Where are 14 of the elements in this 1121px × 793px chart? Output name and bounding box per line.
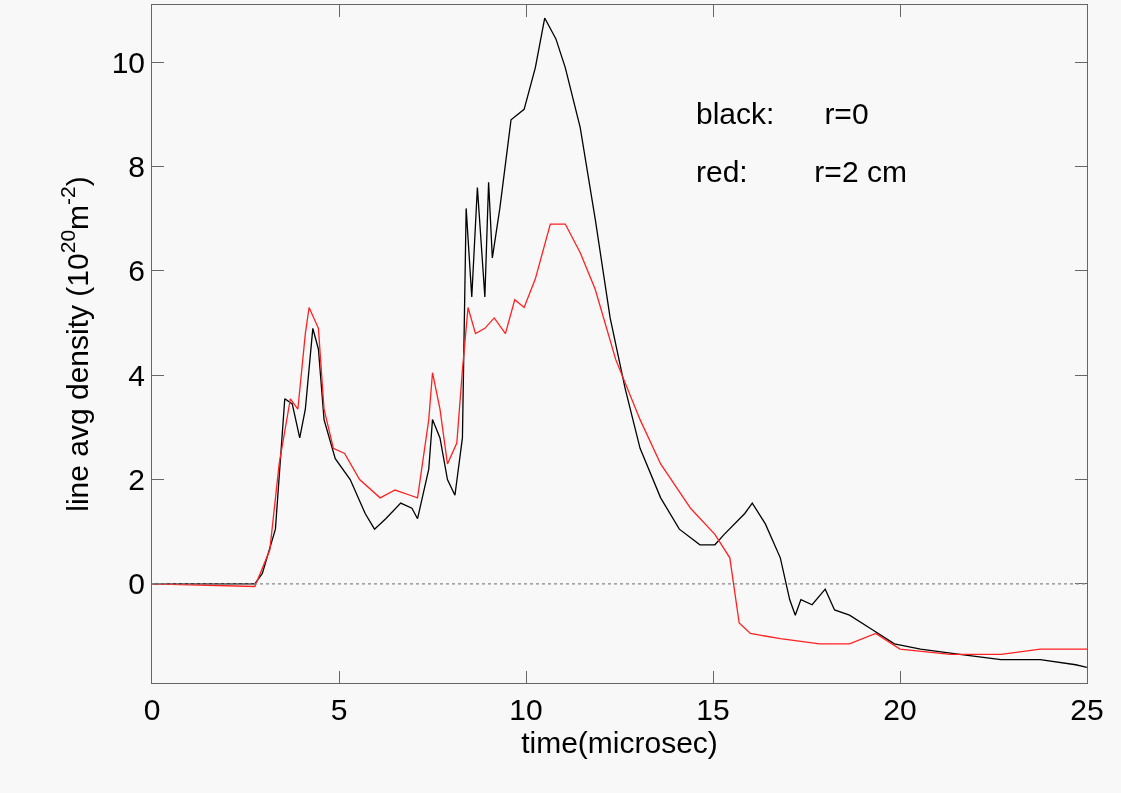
x-tick-label: 5 <box>330 693 348 726</box>
x-tick-label: 15 <box>696 693 730 726</box>
x-tick-label: 10 <box>509 693 543 726</box>
x-tick-label: 25 <box>1070 693 1104 726</box>
y-tick-label: 10 <box>111 45 145 79</box>
y-tick-label: 2 <box>128 463 145 497</box>
annotation: red: r=2 cm <box>696 155 907 188</box>
y-tick-label: 8 <box>128 150 145 184</box>
y-tick-label: 6 <box>128 254 145 288</box>
annotation: black: r=0 <box>696 97 869 130</box>
x-tick-label: 20 <box>883 693 917 726</box>
x-axis-title: time(microsec) <box>521 726 718 759</box>
y-tick-label: 4 <box>128 358 145 392</box>
y-tick-label: 0 <box>128 567 145 601</box>
